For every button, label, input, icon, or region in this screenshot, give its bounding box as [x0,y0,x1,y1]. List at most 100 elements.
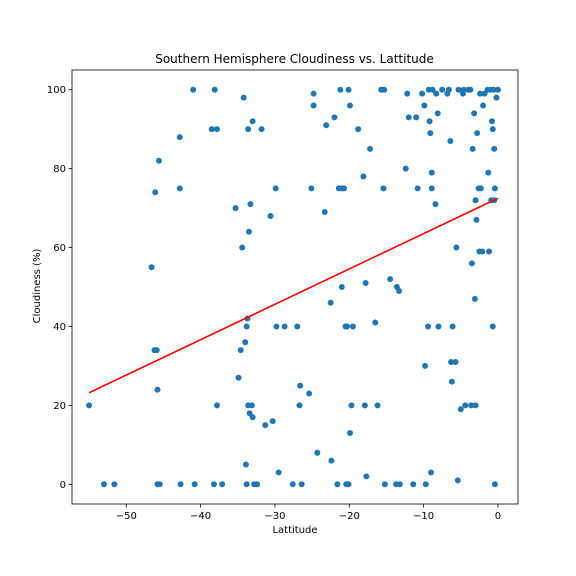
data-point [262,422,269,429]
data-point [237,347,244,354]
data-point [486,248,493,255]
data-point [494,86,501,93]
data-point [249,118,256,125]
data-point [338,284,345,290]
data-point [243,481,250,488]
data-point [348,402,355,409]
x-tick-label: −40 [190,511,211,522]
data-point [491,481,498,488]
data-point [208,126,215,133]
data-point [155,157,162,164]
data-point [422,362,429,369]
data-point [306,390,313,397]
data-point [472,402,479,409]
data-point [344,323,351,330]
data-point [190,86,197,93]
data-point [148,264,155,271]
data-point [491,185,498,192]
data-point [473,216,480,223]
data-point [334,481,341,488]
data-point [258,126,265,133]
data-point [310,90,317,97]
chart-title: Southern Hemisphere Cloudiness vs. Latti… [155,52,434,66]
y-tick-label: 0 [60,480,66,491]
data-point [275,469,282,476]
data-point [426,118,433,125]
data-point [297,382,304,389]
data-point [381,86,388,93]
regression-line [88,197,499,394]
data-point [153,347,160,354]
data-point [488,118,495,125]
data-point [321,209,328,216]
data-point [479,248,486,255]
data-point [245,126,252,133]
data-point [298,481,305,488]
data-point [474,130,481,137]
plot-area: −50 −40 −30 −20 −10 0 0 20 40 60 80 100 [47,69,519,522]
data-point [213,402,220,409]
data-point [341,185,348,192]
data-point [477,185,484,192]
data-point [453,244,460,251]
data-point [242,339,249,346]
y-tick-label: 20 [53,401,66,412]
data-point [493,94,500,101]
x-tick-label: −50 [116,511,137,522]
data-point [211,86,218,93]
data-point [435,323,442,330]
data-point [404,90,411,97]
data-point [331,114,338,121]
data-point [477,90,484,97]
data-point [327,299,334,306]
data-point [471,295,478,302]
data-point [491,145,498,152]
data-point [448,358,455,365]
data-point [247,201,254,208]
data-point [445,86,452,93]
data-point [281,323,288,330]
x-tick-label: −30 [264,511,285,522]
data-point [328,457,335,464]
data-point [455,86,462,93]
data-point [100,481,107,488]
data-point [480,102,487,109]
data-point [360,173,367,180]
data-point [432,201,439,208]
y-tick-label: 40 [53,322,66,333]
data-point [387,276,394,283]
data-point [296,402,303,409]
data-point [219,481,226,488]
data-point [489,323,496,330]
data-point [372,319,379,326]
data-point [254,481,261,488]
data-point [472,197,479,204]
data-point [177,481,184,488]
data-point [380,185,387,192]
data-point [462,402,469,409]
data-point [468,260,475,267]
data-point [273,323,280,330]
data-point [467,86,474,93]
data-point [413,114,420,121]
data-point [176,185,183,192]
data-point [471,110,478,117]
data-point [489,126,496,133]
data-point [242,461,249,468]
data-point [361,402,368,409]
data-point [240,94,247,101]
data-point [308,185,315,192]
data-point [152,189,159,196]
data-point [428,169,435,176]
data-point [362,280,369,287]
data-point [434,110,441,117]
data-point [337,86,344,93]
data-point [191,481,198,488]
data-point [374,402,381,409]
data-point [289,481,296,488]
data-point [314,449,321,456]
data-point [294,323,301,330]
data-point [245,228,252,235]
data-point [469,145,476,152]
